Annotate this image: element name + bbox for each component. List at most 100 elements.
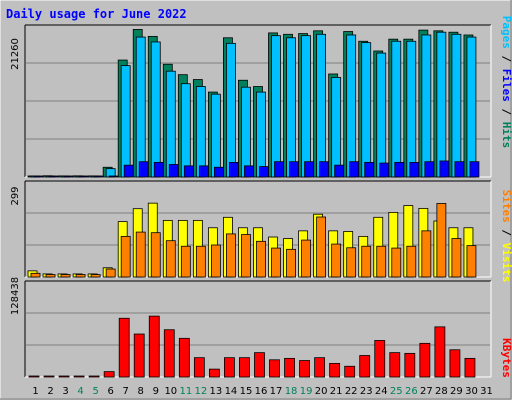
chart-title: Daily usage for June 2022	[6, 7, 187, 21]
bar-pages	[289, 161, 299, 178]
bar-kbytes	[178, 337, 190, 378]
bar-files	[271, 35, 281, 178]
bar-sites	[165, 240, 176, 278]
bar-pages	[394, 161, 405, 178]
bar-pages	[409, 161, 420, 178]
x-tick-label: 14	[225, 386, 238, 397]
bar-kbytes	[329, 362, 341, 378]
legend-files: Files	[500, 69, 512, 102]
x-tick-label: 16	[255, 386, 268, 397]
bar-sites	[331, 243, 342, 278]
x-tick-label: 26	[405, 386, 418, 397]
bar-files	[226, 42, 236, 178]
bar-pages	[334, 164, 345, 178]
bar-sites	[361, 245, 372, 278]
bar-sites	[241, 234, 251, 278]
bar-files	[331, 77, 342, 178]
bar-pages	[439, 160, 450, 178]
bar-files	[466, 36, 477, 178]
bar-files	[210, 93, 221, 178]
bar-sites	[226, 233, 236, 278]
bar-kbytes	[88, 375, 100, 378]
bar-files	[421, 34, 432, 178]
bar-sites	[466, 245, 477, 278]
x-axis-day-labels: 1 2 3 4 5 6 7 8 9 10 11 12 13 14 15 16 17 18 19 20 21 22 23 24 2…	[32, 386, 493, 397]
bar-sites	[120, 235, 131, 278]
bar-pages	[93, 175, 104, 178]
bar-kbytes	[148, 315, 160, 378]
panel-sites-visits	[24, 180, 492, 278]
bar-kbytes	[254, 352, 265, 378]
bar-files	[451, 33, 462, 178]
bar-kbytes	[284, 357, 295, 378]
bar-pages	[244, 165, 254, 178]
bar-kbytes	[133, 333, 145, 378]
bar-sites	[421, 230, 432, 278]
bar-sites	[135, 231, 146, 278]
x-tick-label: 30	[465, 386, 478, 397]
bar-files	[301, 35, 311, 178]
bar-pages	[379, 162, 390, 178]
x-tick-label: 11	[179, 386, 192, 397]
x-tick-label: 9	[153, 386, 159, 397]
bar-pages	[274, 161, 284, 178]
bar-kbytes	[239, 357, 250, 378]
bar-pages	[304, 161, 314, 178]
bar-pages	[424, 161, 435, 178]
bar-kbytes	[208, 368, 220, 378]
bar-files	[135, 36, 146, 178]
top-max-label: 21260	[10, 38, 21, 70]
bar-sites	[75, 274, 86, 278]
bar-kbytes	[314, 357, 326, 378]
bar-files	[256, 91, 266, 178]
top-legend: Pages / Files / Hits	[500, 16, 512, 149]
bar-pages	[183, 165, 194, 178]
bar-files	[120, 65, 131, 178]
x-tick-label: 19	[300, 386, 313, 397]
bar-kbytes	[193, 357, 205, 378]
bar-kbytes	[163, 329, 175, 378]
x-tick-label: 20	[315, 386, 328, 397]
bar-sites	[256, 240, 266, 278]
bar-pages	[349, 161, 360, 178]
x-tick-label: 21	[330, 386, 343, 397]
bar-sites	[150, 232, 161, 278]
bar-pages	[319, 161, 330, 178]
x-tick-label: 2	[47, 386, 53, 397]
x-tick-label: 3	[62, 386, 68, 397]
bar-sites	[60, 274, 71, 278]
x-tick-label: 17	[270, 386, 283, 397]
bar-kbytes	[43, 375, 55, 378]
legend-pages: Pages	[500, 16, 512, 49]
bar-files	[361, 42, 372, 178]
legend-visits: Visits	[500, 243, 512, 283]
legend-hits: Hits	[500, 122, 512, 149]
bar-files	[316, 33, 327, 178]
bar-files	[150, 41, 161, 178]
bottom-max-label: 128438	[10, 277, 21, 315]
bar-sites	[30, 272, 41, 278]
bar-pages	[364, 161, 375, 178]
bar-pages	[108, 175, 119, 178]
x-tick-label: 5	[92, 386, 98, 397]
bar-pages	[33, 175, 44, 178]
bar-pages	[469, 161, 480, 178]
bar-pages	[213, 166, 224, 178]
x-tick-label: 13	[210, 386, 223, 397]
middle-max-label: 299	[10, 186, 21, 205]
x-tick-label: 24	[375, 386, 388, 397]
bar-files	[436, 31, 447, 178]
bar-pages	[168, 164, 179, 178]
bar-kbytes	[434, 326, 446, 378]
bar-files	[195, 86, 206, 178]
bar-kbytes	[73, 375, 85, 378]
bar-pages	[138, 161, 149, 178]
bar-sites	[90, 274, 101, 278]
bar-kbytes	[404, 352, 416, 378]
bar-sites	[180, 245, 191, 278]
x-tick-label: 6	[107, 386, 113, 397]
bar-kbytes	[224, 357, 235, 378]
x-tick-label: 31	[480, 386, 493, 397]
x-tick-label: 7	[123, 386, 129, 397]
